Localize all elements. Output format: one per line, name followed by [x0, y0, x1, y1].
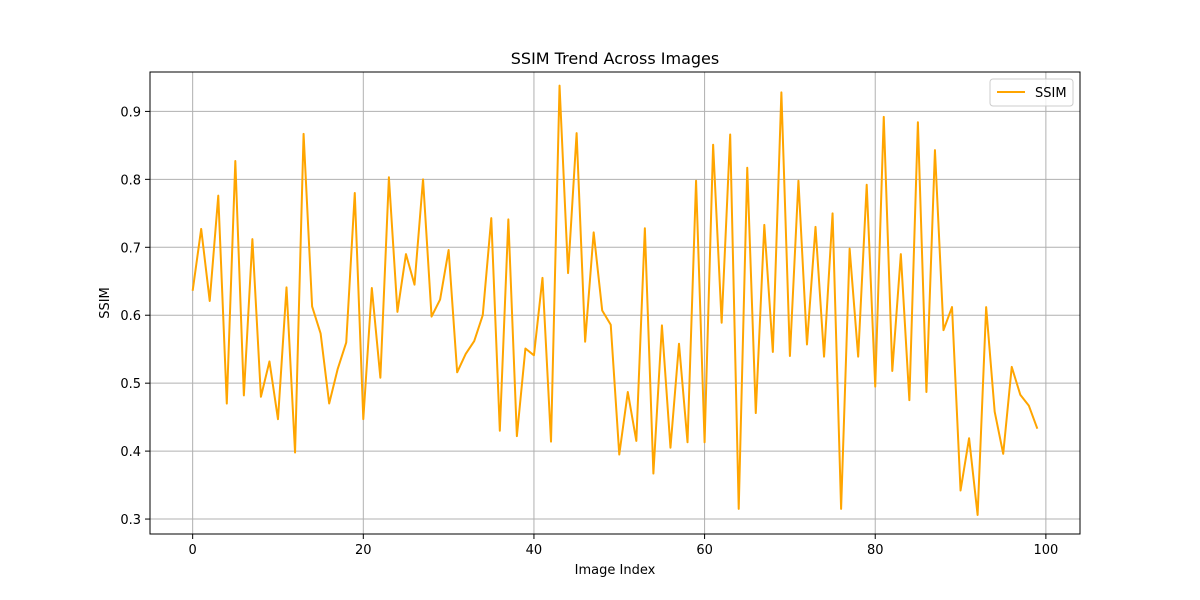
- x-axis-ticks: 0 20 40 60 80 100: [189, 534, 1058, 558]
- chart-title: SSIM Trend Across Images: [511, 49, 719, 68]
- legend-box: [989, 78, 1074, 107]
- x-tick-label: 80: [867, 543, 884, 558]
- y-tick-label: 0.9: [120, 105, 141, 120]
- grid-layer: [150, 72, 1080, 534]
- x-tick-label: 20: [355, 543, 372, 558]
- series-line-ssim: [191, 84, 1039, 516]
- y-axis-label: SSIM: [98, 287, 113, 319]
- y-tick-label: 0.6: [120, 309, 141, 324]
- y-tick-label: 0.3: [120, 513, 141, 528]
- x-tick-label: 40: [526, 543, 543, 558]
- legend: SSIM: [989, 78, 1074, 107]
- series-layer: [191, 84, 1039, 516]
- x-tick-label: 60: [696, 543, 713, 558]
- y-tick-label: 0.5: [120, 377, 141, 392]
- y-axis-ticks: 0.3 0.4 0.5 0.6 0.7 0.8 0.9: [120, 105, 150, 528]
- y-tick-label: 0.4: [120, 445, 141, 460]
- x-tick-label: 0: [189, 543, 197, 558]
- y-tick-label: 0.8: [120, 173, 141, 188]
- legend-label-ssim: SSIM: [1035, 86, 1067, 101]
- x-tick-label: 100: [1033, 543, 1058, 558]
- y-tick-label: 0.7: [120, 241, 141, 256]
- x-axis-label: Image Index: [575, 563, 656, 578]
- plot-frame: [149, 71, 1081, 535]
